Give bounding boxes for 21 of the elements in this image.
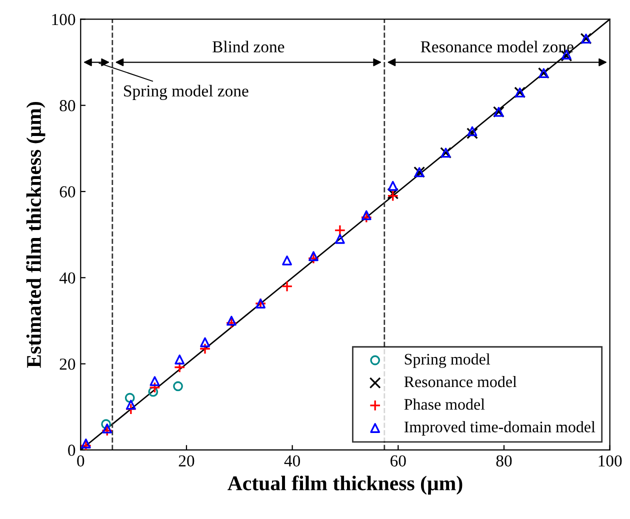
y-tick-label: 40	[59, 272, 76, 284]
x-tick-label: 40	[284, 455, 300, 467]
y-tick-label: 20	[60, 358, 76, 370]
x-tick-label: 80	[496, 455, 512, 467]
x-tick-label: 60	[390, 455, 406, 467]
x-tick-label: 20	[178, 455, 194, 467]
x-tick-label: 0	[77, 455, 84, 467]
annotation: Spring model zone	[124, 84, 248, 100]
legend-label: Resonance model	[404, 376, 517, 388]
annotation: Blind zone	[212, 40, 284, 52]
y-tick-label: 80	[60, 100, 76, 112]
annotation: Resonance model zone	[420, 40, 574, 52]
y-tick-label: 60	[60, 186, 76, 198]
y-tick-label: 0	[68, 444, 76, 456]
y-axis-title: Estimated film thickness (μm)	[26, 102, 46, 368]
x-axis-title: Actual film thickness (μm)	[228, 476, 462, 495]
legend-label: Phase model	[404, 398, 485, 410]
y-tick-label: 100	[52, 14, 76, 26]
x-tick-label: 100	[598, 455, 622, 467]
legend-label: Improved time-domain model	[404, 421, 596, 436]
legend-label: Spring model	[404, 353, 490, 368]
